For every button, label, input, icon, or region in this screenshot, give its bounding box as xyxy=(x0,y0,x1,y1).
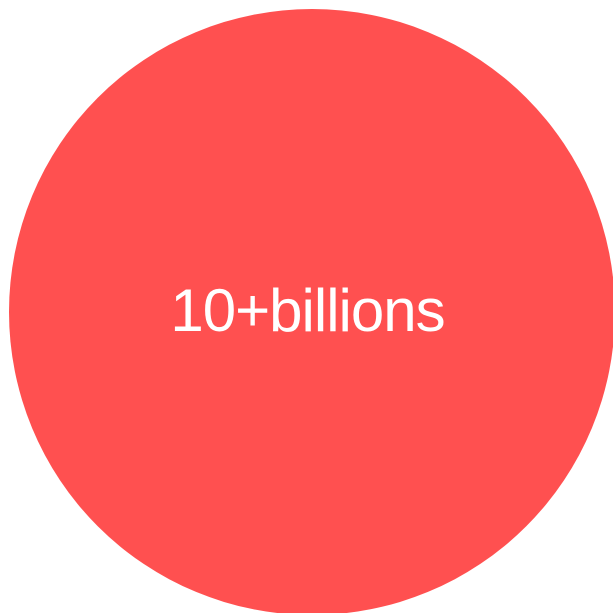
circle-label: 10+billions xyxy=(170,276,445,344)
red-circle: 10+billions xyxy=(9,9,613,613)
